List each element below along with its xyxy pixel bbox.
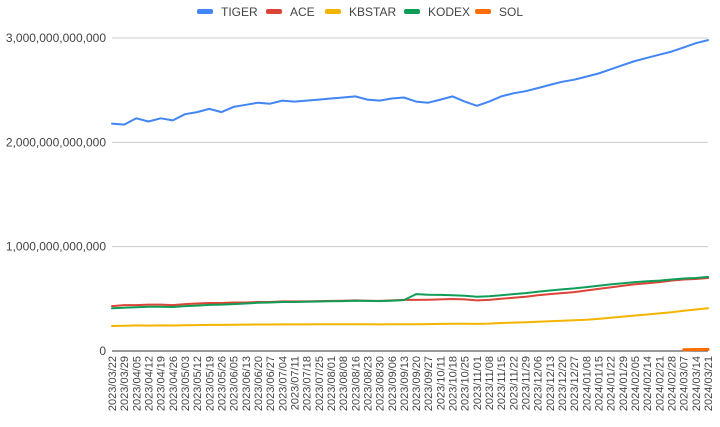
- y-tick-label: 2,000,000,000,000: [6, 135, 106, 149]
- x-tick-label: 2023/08/01: [326, 356, 338, 411]
- x-tick-label: 2024/01/29: [618, 356, 630, 411]
- x-tick-label: 2023/12/20: [557, 356, 569, 411]
- series-line-ace: [111, 277, 709, 308]
- x-tick-label: 2023/05/12: [192, 356, 204, 411]
- x-tick-label: 2023/09/13: [399, 356, 411, 411]
- x-tick-label: 2024/01/15: [594, 356, 606, 411]
- x-tick-label: 2023/10/25: [460, 356, 472, 411]
- chart-gridlines: [112, 37, 708, 352]
- x-tick-label: 2023/08/08: [338, 356, 350, 411]
- x-tick-label: 2023/11/08: [484, 356, 496, 410]
- x-tick-label: 2023/06/13: [241, 356, 253, 411]
- x-tick-label: 2023/05/26: [216, 356, 228, 411]
- y-tick-label: 3,000,000,000,000: [6, 31, 106, 45]
- legend-item-kbstar[interactable]: KBSTAR: [325, 5, 396, 19]
- x-tick-label: 2024/02/28: [667, 356, 679, 411]
- series-line-kbstar: [111, 307, 709, 327]
- y-tick-label: 1,000,000,000,000: [6, 240, 106, 254]
- x-tick-label: 2023/12/06: [533, 356, 545, 411]
- x-tick-label: 2024/03/07: [679, 356, 691, 411]
- x-tick-label: 2024/01/22: [606, 356, 618, 411]
- x-tick-label: 2023/05/19: [204, 356, 216, 411]
- x-tick-label: 2023/11/22: [508, 356, 520, 410]
- x-tick-label: 2023/08/30: [375, 356, 387, 411]
- x-tick-label: 2023/03/22: [107, 356, 119, 411]
- x-tick-label: 2023/04/12: [143, 356, 155, 411]
- legend-label: SOL: [499, 5, 523, 19]
- x-tick-label: 2023/06/05: [229, 356, 241, 411]
- x-tick-label: 2023/12/27: [569, 356, 581, 411]
- legend-swatch: [475, 9, 491, 14]
- x-tick-label: 2024/02/14: [642, 356, 654, 411]
- x-tick-label: 2023/07/18: [302, 356, 314, 411]
- x-tick-label: 2023/09/20: [411, 356, 423, 411]
- x-tick-label: 2023/07/25: [314, 356, 326, 411]
- legend-item-tiger[interactable]: TIGER: [197, 5, 258, 19]
- x-tick-label: 2023/06/20: [253, 356, 265, 411]
- x-tick-label: 2023/12/13: [545, 356, 557, 411]
- x-tick-label: 2024/02/21: [654, 356, 666, 411]
- chart-series: [111, 39, 710, 352]
- y-axis-tick-labels: 0 1,000,000,000,000 2,000,000,000,000 3,000…: [6, 31, 106, 358]
- x-tick-label: 2023/10/18: [448, 356, 460, 411]
- series-line-kodex: [111, 275, 709, 310]
- x-tick-label: 2023/08/23: [362, 356, 374, 411]
- legend-swatch: [404, 9, 420, 14]
- legend-label: KBSTAR: [349, 5, 396, 19]
- legend-swatch: [325, 9, 341, 14]
- x-tick-label: 2023/03/29: [119, 356, 131, 411]
- x-tick-label: 2023/06/27: [265, 356, 277, 411]
- x-tick-label: 2023/04/19: [156, 356, 168, 411]
- legend-item-kodex[interactable]: KODEX: [404, 5, 470, 19]
- x-tick-label: 2023/07/11: [289, 356, 301, 410]
- legend-label: ACE: [290, 5, 315, 19]
- chart-legend[interactable]: TIGER ACE KBSTAR KODEX SOL: [197, 5, 523, 19]
- x-tick-label: 2024/02/05: [630, 356, 642, 411]
- x-tick-label: 2023/09/27: [423, 356, 435, 411]
- series-line-tiger: [111, 39, 709, 126]
- x-tick-label: 2023/11/29: [521, 356, 533, 410]
- x-tick-label: 2023/08/16: [350, 356, 362, 411]
- legend-label: TIGER: [221, 5, 258, 19]
- x-tick-label: 2023/11/15: [496, 356, 508, 410]
- x-tick-label: 2023/09/06: [387, 356, 399, 411]
- legend-item-ace[interactable]: ACE: [266, 5, 315, 19]
- x-tick-label: 2024/03/14: [691, 356, 703, 411]
- x-tick-label: 2023/07/04: [277, 356, 289, 411]
- x-tick-label: 2024/03/21: [703, 356, 715, 411]
- x-axis-tick-labels: 2023/03/22 2023/03/29 2023/04/05 2023/04/12…: [107, 356, 715, 411]
- legend-label: KODEX: [428, 5, 470, 19]
- legend-swatch: [197, 9, 213, 14]
- x-tick-label: 2023/04/05: [131, 356, 143, 411]
- legend-swatch: [266, 9, 282, 14]
- x-tick-label: 2023/11/01: [472, 356, 484, 410]
- y-tick-label: 0: [99, 344, 106, 358]
- legend-item-sol[interactable]: SOL: [475, 5, 523, 19]
- x-tick-label: 2023/05/03: [180, 356, 192, 411]
- x-tick-label: 2024/01/08: [581, 356, 593, 411]
- x-tick-label: 2023/04/26: [168, 356, 180, 411]
- x-tick-label: 2023/10/11: [435, 356, 447, 410]
